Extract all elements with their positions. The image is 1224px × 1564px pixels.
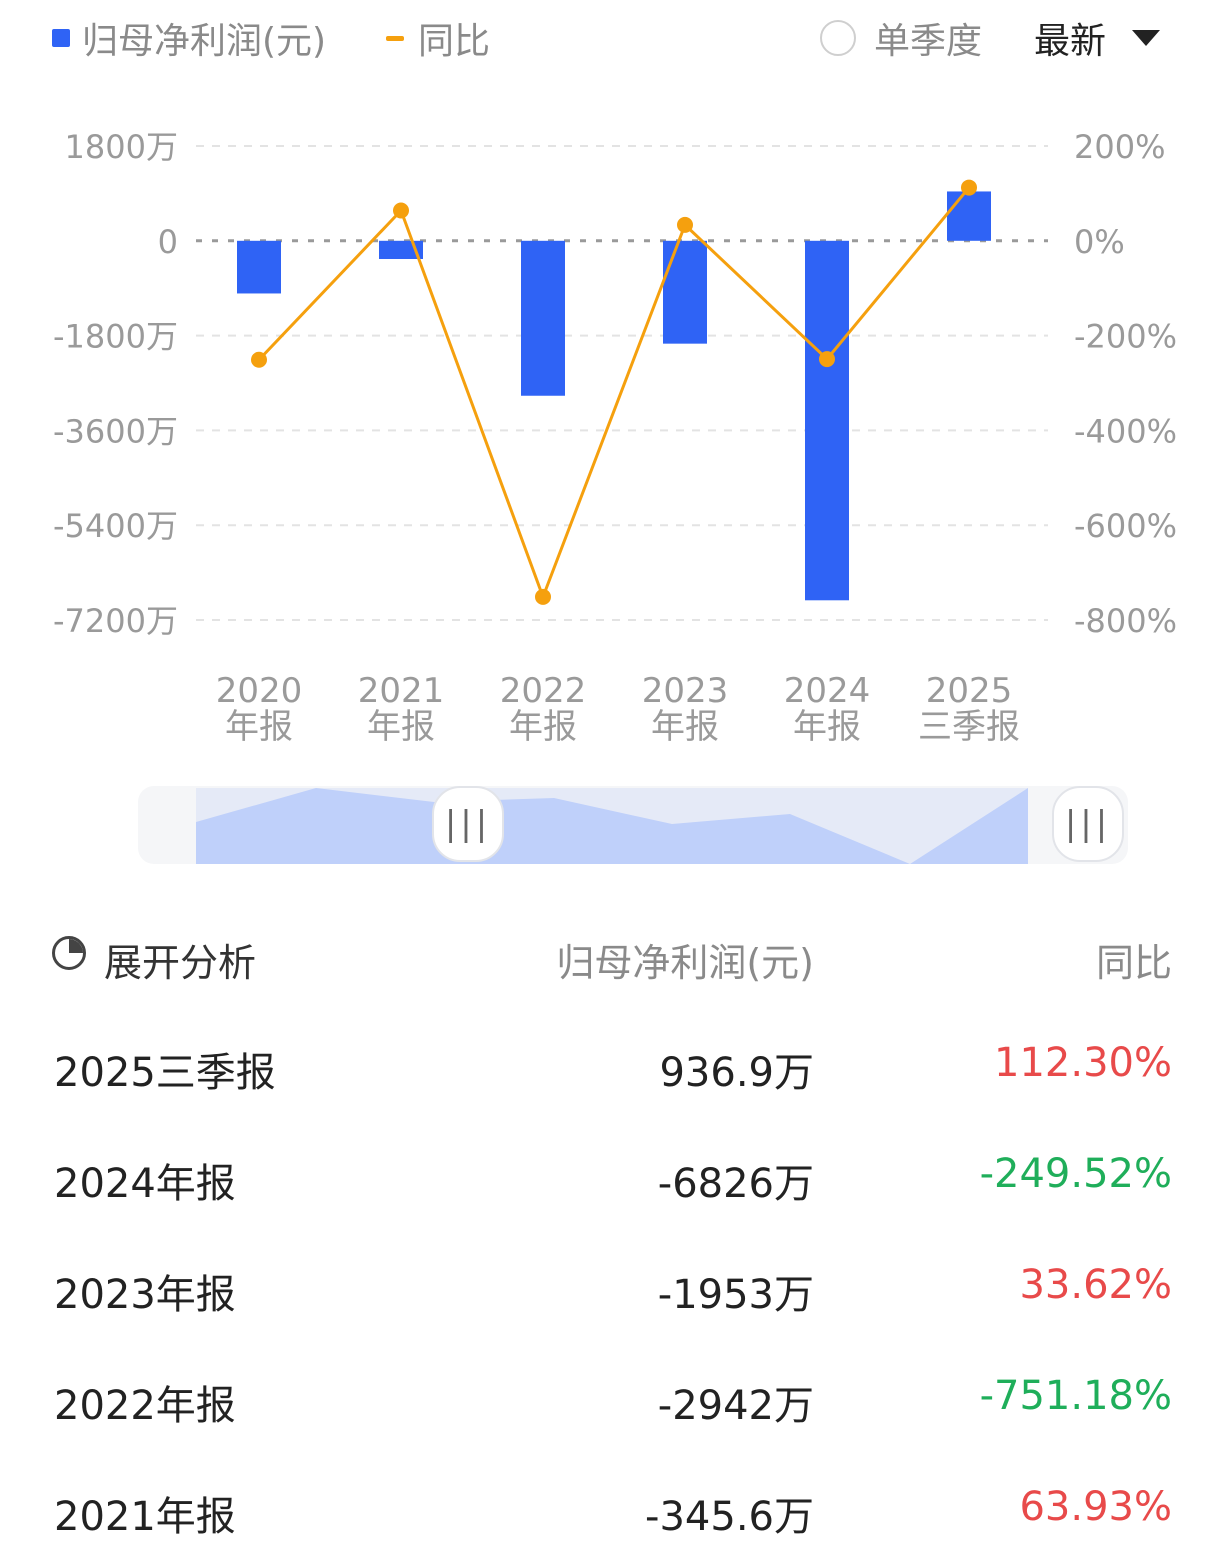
slider-handle-right[interactable]: ||| [1052,786,1124,862]
yoy-point [251,351,267,368]
quarter-label: 单季度 [874,21,983,62]
row-yoy: 33.62% [1019,1262,1172,1308]
yoy-point [677,216,693,233]
y-right-tick-label: -400% [1074,412,1177,450]
profit-chart: 1800万 200% 0 0% -1800万 -200% -3600万 -400% -5400万… [53,128,1177,747]
row-value: -6826万 [657,1161,814,1207]
bar [379,240,423,260]
row-value: -1953万 [657,1272,814,1318]
row-value: -2942万 [657,1383,814,1429]
table-row[interactable]: 2024年报 -6826万 -249.52% [0,1121,1224,1231]
y-right-tick-label: -200% [1074,318,1177,356]
y-right-tick-label: 200% [1074,128,1165,166]
x-tick-label: 2022 年报 [500,671,587,747]
col-header-value: 归母净利润(元) [556,941,814,985]
bar [805,240,849,601]
row-period: 2024年报 [54,1161,236,1207]
table-row[interactable]: 2023年报 -1953万 33.62% [0,1232,1224,1342]
legend-line-item[interactable]: 同比 [386,14,490,62]
latest-label: 最新 [1034,21,1107,62]
yoy-point [535,588,551,605]
slider-preview-area [196,788,1028,864]
table-row[interactable]: 2022年报 -2942万 -751.18% [0,1343,1224,1453]
row-period: 2022年报 [54,1383,236,1429]
bar [663,240,707,344]
legend-line-swatch [386,35,404,41]
yoy-point [961,179,977,196]
range-slider[interactable]: ||| ||| [138,786,1128,866]
row-value: 936.9万 [659,1050,814,1096]
chart-legend-bar: 归母净利润(元) 同比 单季度 最新 [0,0,1224,80]
yoy-point [819,351,835,368]
slider-preview [196,788,1028,864]
pie-chart-icon[interactable] [52,936,86,970]
row-value: -345.6万 [645,1494,814,1540]
expand-analysis-button[interactable]: 展开分析 [104,941,257,985]
y-right-tick-label: -800% [1074,602,1177,640]
table-header: 展开分析 归母净利润(元) 同比 [0,920,1224,996]
chevron-down-icon [1132,30,1161,46]
bar [947,191,991,241]
row-period: 2021年报 [54,1494,236,1540]
y-left-tick-label: -1800万 [53,318,178,356]
row-yoy: 63.93% [1019,1484,1172,1530]
y-right-tick-label: 0% [1074,223,1125,261]
row-yoy: -249.52% [979,1151,1172,1197]
latest-dropdown[interactable]: 最新 [1034,14,1161,62]
legend-bar-item[interactable]: 归母净利润(元) [52,14,326,62]
x-tick-label: 2020 年报 [216,671,303,747]
x-tick-label: 2023 年报 [642,671,729,747]
col-header-yoy: 同比 [1095,941,1172,985]
row-yoy: -751.18% [979,1373,1172,1419]
x-tick-label: 2024 年报 [784,671,871,747]
bar [237,240,281,294]
y-left-tick-label: 0 [158,223,178,261]
table-row[interactable]: 2021年报 -345.6万 63.93% [0,1454,1224,1564]
row-period: 2025三季报 [54,1050,276,1096]
y-right-tick-label: -600% [1074,507,1177,545]
legend-bar-label: 归母净利润(元) [82,21,327,62]
x-tick-label: 2021 年报 [358,671,445,747]
quarter-radio[interactable] [820,20,856,56]
y-left-tick-label: -7200万 [53,602,178,640]
slider-handle-left[interactable]: ||| [432,786,504,862]
row-yoy: 112.30% [994,1040,1172,1086]
legend-bar-swatch [52,29,70,47]
yoy-line [257,186,971,602]
yoy-point [393,202,409,219]
bar [521,240,565,396]
quarter-toggle[interactable]: 单季度 [820,14,982,62]
y-left-tick-label: -5400万 [53,507,178,545]
x-tick-label: 2025 三季报 [918,671,1020,747]
legend-line-label: 同比 [418,21,491,62]
y-left-tick-label: -3600万 [53,412,178,450]
table-row[interactable]: 2025三季报 936.9万 112.30% [0,1010,1224,1120]
slider-selected-range [196,788,1028,864]
y-left-tick-label: 1800万 [65,128,178,166]
row-period: 2023年报 [54,1272,236,1318]
